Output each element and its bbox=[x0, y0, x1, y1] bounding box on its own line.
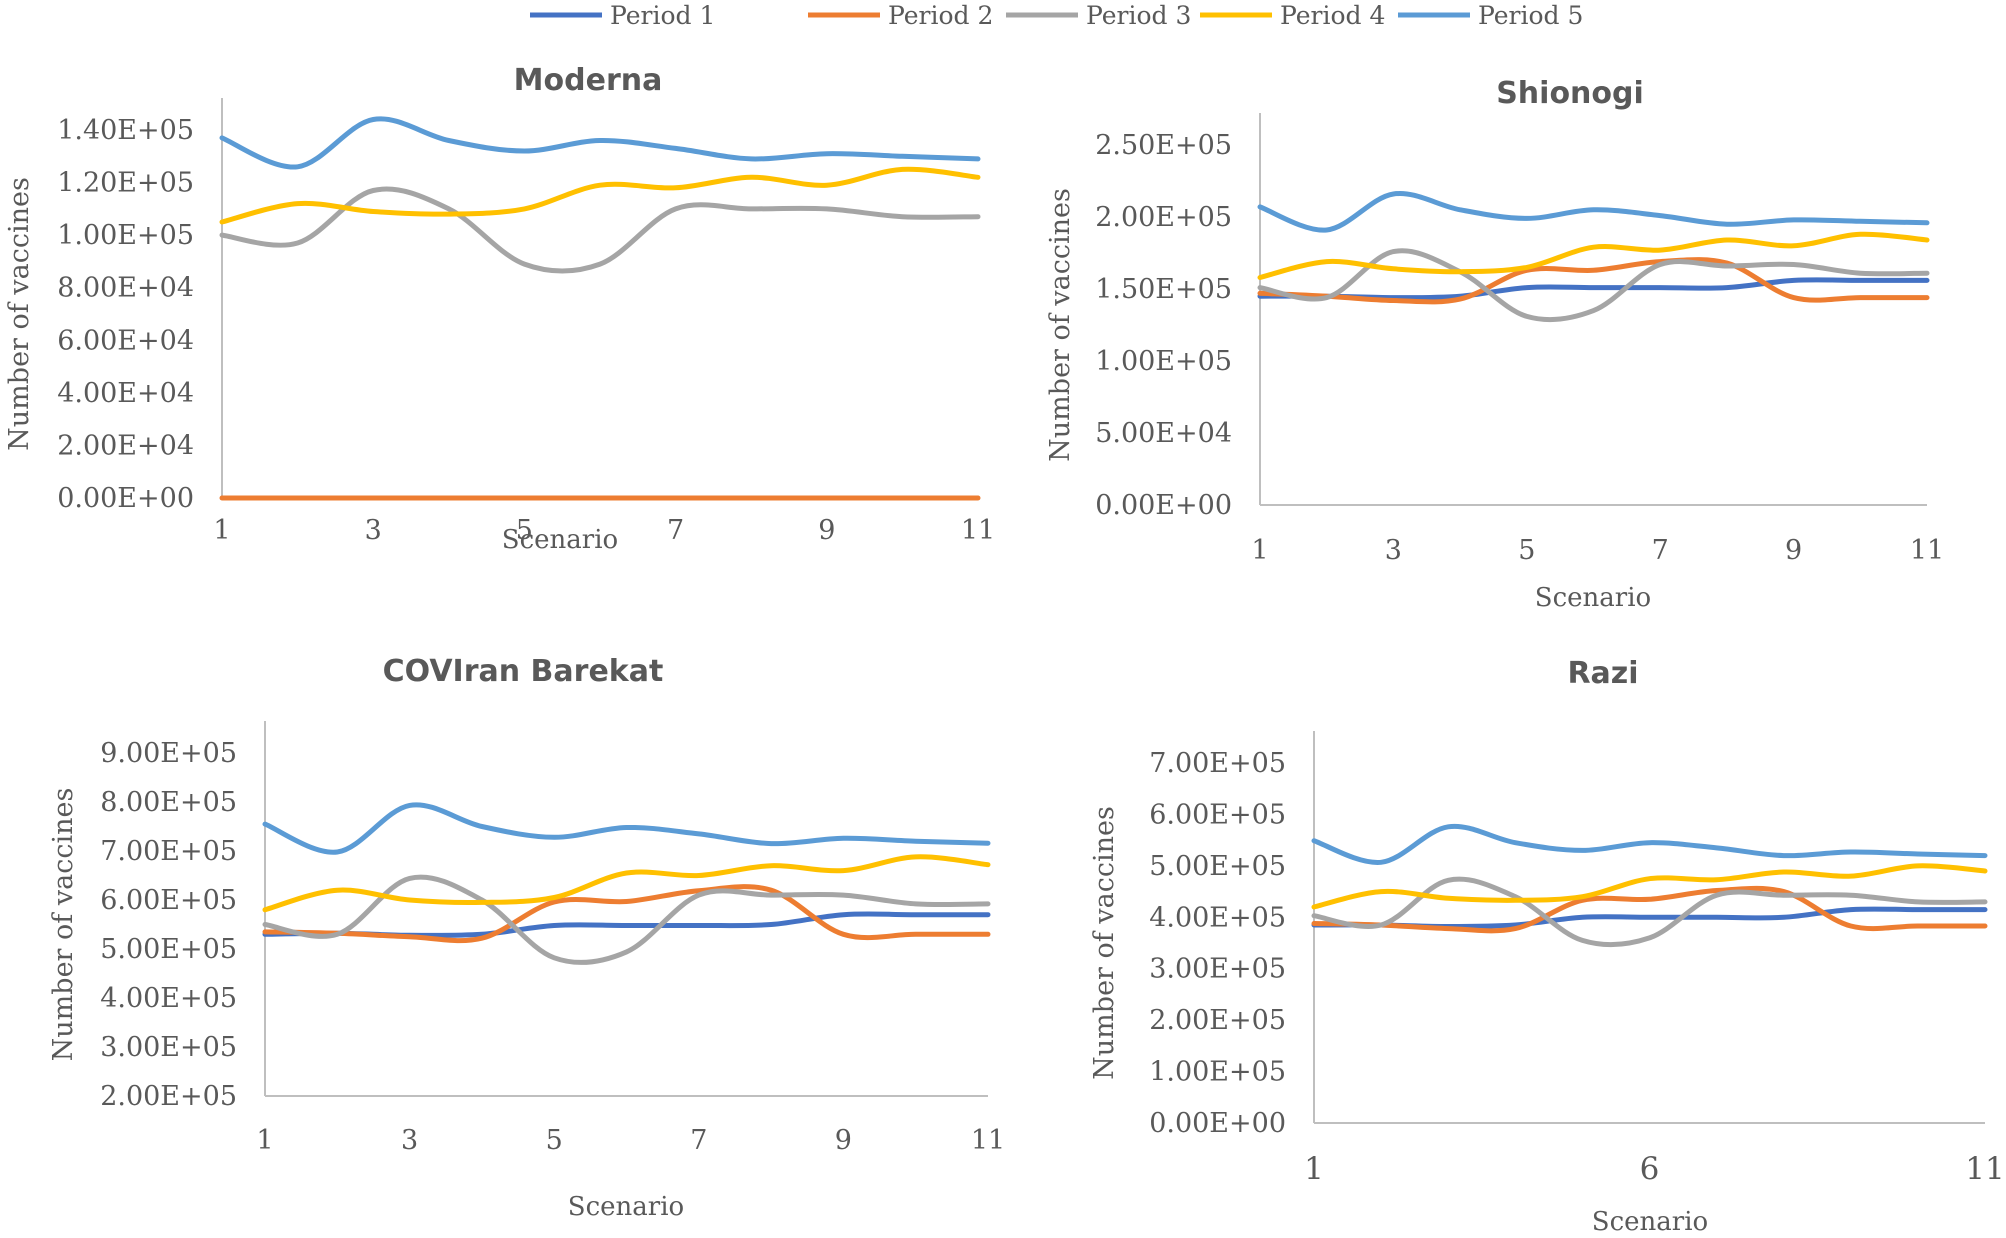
x-tick-label: 7 bbox=[1652, 535, 1669, 566]
x-axis-title: Scenario bbox=[1592, 1207, 1708, 1237]
x-tick-label: 1 bbox=[1304, 1151, 1324, 1187]
series-line-period-2 bbox=[262, 884, 991, 944]
x-tick-label: 6 bbox=[1640, 1151, 1660, 1187]
x-tick-label: 7 bbox=[690, 1125, 707, 1156]
series-line-period-4 bbox=[262, 854, 991, 913]
series-line-period-1 bbox=[1311, 906, 1988, 929]
x-axis-title: Scenario bbox=[1535, 583, 1651, 613]
x-tick-label: 9 bbox=[1785, 535, 1802, 566]
moderna-chart: Moderna 0.00E+00 2.00E+04 4.00E+04 6.00E+04 8… bbox=[4, 63, 995, 555]
y-tick-label: 3.00E+05 bbox=[100, 1032, 237, 1063]
chart-title: Razi bbox=[1567, 656, 1638, 691]
series-line-period-3 bbox=[1257, 248, 1930, 323]
x-tick-label: 7 bbox=[667, 515, 684, 546]
y-tick-label: 2.00E+05 bbox=[1095, 202, 1232, 233]
y-tick-label: 4.00E+05 bbox=[100, 983, 237, 1014]
series-line-period-1 bbox=[262, 911, 991, 938]
legend-label-period-3: Period 3 bbox=[1086, 1, 1191, 30]
x-tick-label: 9 bbox=[818, 515, 835, 546]
x-tick-label: 11 bbox=[971, 1125, 1003, 1156]
y-tick-label: 5.00E+05 bbox=[1149, 851, 1286, 882]
x-tick-label: 1 bbox=[213, 515, 230, 546]
series-line-period-2 bbox=[1257, 257, 1930, 305]
legend-label-period-5: Period 5 bbox=[1478, 1, 1583, 30]
y-tick-label: 1.40E+05 bbox=[57, 115, 194, 146]
series-line-period-3 bbox=[219, 186, 981, 274]
y-tick-label: 5.00E+05 bbox=[100, 934, 237, 965]
x-axis-title: Scenario bbox=[502, 525, 618, 555]
y-axis-title: Number of vaccines bbox=[1089, 806, 1120, 1080]
series-line-period-5 bbox=[1257, 191, 1930, 233]
legend-label-period-4: Period 4 bbox=[1280, 1, 1385, 30]
y-tick-label: 6.00E+05 bbox=[100, 885, 237, 916]
x-tick-label: 3 bbox=[1385, 535, 1402, 566]
y-tick-label: 0.00E+00 bbox=[57, 483, 194, 514]
x-tick-label: 9 bbox=[835, 1125, 852, 1156]
y-axis-title: Number of vaccines bbox=[1045, 188, 1076, 462]
coviran-barekat-chart: COVIran Barekat 2.00E+05 3.00E+05 4.00E+05 5… bbox=[48, 654, 1003, 1222]
x-tick-label: 11 bbox=[1965, 1151, 2004, 1187]
chart-title: COVIran Barekat bbox=[383, 654, 664, 689]
x-tick-label: 11 bbox=[961, 515, 995, 546]
legend-label-period-2: Period 2 bbox=[888, 1, 993, 30]
y-tick-label: 1.20E+05 bbox=[57, 168, 194, 199]
chart-title: Moderna bbox=[514, 63, 663, 98]
series-line-period-4 bbox=[1311, 863, 1988, 910]
x-tick-label: 3 bbox=[365, 515, 382, 546]
legend-label-period-1: Period 1 bbox=[610, 1, 715, 30]
y-tick-label: 0.00E+00 bbox=[1149, 1108, 1286, 1139]
series-line-period-1 bbox=[1257, 277, 1930, 301]
y-tick-label: 4.00E+04 bbox=[57, 378, 194, 409]
x-tick-label: 5 bbox=[1518, 535, 1535, 566]
x-tick-label: 11 bbox=[1910, 535, 1944, 566]
y-axis-title: Number of vaccines bbox=[4, 177, 35, 451]
x-tick-label: 3 bbox=[401, 1125, 418, 1156]
y-tick-label: 1.50E+05 bbox=[1095, 274, 1232, 305]
razi-chart: Razi 0.00E+00 1.00E+05 2.00E+05 3.00E+05 4.00… bbox=[1089, 656, 2005, 1237]
y-tick-label: 2.00E+04 bbox=[57, 430, 194, 461]
y-tick-label: 5.00E+04 bbox=[1095, 418, 1232, 449]
x-tick-label: 1 bbox=[256, 1125, 273, 1156]
y-tick-label: 2.00E+05 bbox=[1149, 1005, 1286, 1036]
y-tick-label: 2.00E+05 bbox=[100, 1081, 237, 1112]
series-line-period-3 bbox=[1311, 876, 1988, 948]
y-tick-label: 4.00E+05 bbox=[1149, 902, 1286, 933]
y-tick-label: 3.00E+05 bbox=[1149, 954, 1286, 985]
series-line-period-5 bbox=[262, 802, 991, 855]
series-line-period-5 bbox=[1311, 823, 1988, 865]
y-tick-label: 1.00E+05 bbox=[1149, 1057, 1286, 1088]
y-tick-label: 0.00E+00 bbox=[1095, 490, 1232, 521]
series-line-period-4 bbox=[1257, 231, 1930, 280]
series-line-period-4 bbox=[219, 166, 981, 225]
y-axis-title: Number of vaccines bbox=[48, 788, 79, 1062]
x-tick-label: 5 bbox=[546, 1125, 563, 1156]
x-tick-label: 1 bbox=[1251, 535, 1268, 566]
x-axis-title: Scenario bbox=[568, 1192, 684, 1222]
y-tick-label: 8.00E+04 bbox=[57, 273, 194, 304]
shionogi-chart: Shionogi 0.00E+00 5.00E+04 1.00E+05 1.50E+05… bbox=[1045, 76, 1944, 613]
chart-legend: Period 1 Period 2 Period 3 Period 4 Period 5 bbox=[530, 1, 1583, 30]
y-tick-label: 9.00E+05 bbox=[100, 738, 237, 769]
y-tick-label: 8.00E+05 bbox=[100, 787, 237, 818]
x-tick-label: 5 bbox=[516, 515, 533, 546]
y-tick-label: 7.00E+05 bbox=[100, 836, 237, 867]
y-tick-label: 1.00E+05 bbox=[57, 220, 194, 251]
y-tick-label: 6.00E+04 bbox=[57, 325, 194, 356]
series-line-period-5 bbox=[219, 116, 981, 170]
y-tick-label: 1.00E+05 bbox=[1095, 346, 1232, 377]
y-tick-label: 7.00E+05 bbox=[1149, 748, 1286, 779]
y-tick-label: 2.50E+05 bbox=[1095, 130, 1232, 161]
chart-title: Shionogi bbox=[1496, 76, 1644, 111]
series-line-period-3 bbox=[262, 874, 991, 965]
y-tick-label: 6.00E+05 bbox=[1149, 799, 1286, 830]
series-line-period-2 bbox=[1311, 885, 1988, 934]
